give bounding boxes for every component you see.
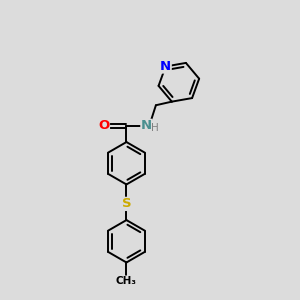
- Text: N: N: [141, 119, 152, 132]
- Text: N: N: [160, 60, 171, 73]
- Text: H: H: [151, 123, 159, 133]
- Text: S: S: [122, 197, 131, 210]
- Text: O: O: [98, 119, 110, 132]
- Text: CH₃: CH₃: [116, 276, 137, 286]
